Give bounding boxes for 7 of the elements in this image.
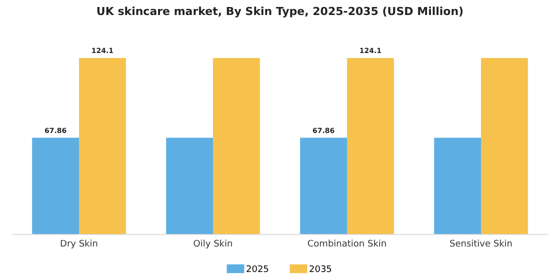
chart-title: UK skincare market, By Skin Type, 2025-2035 (USD Million): [96, 5, 464, 18]
x-tick-label: Sensitive Skin: [449, 240, 513, 250]
x-tick-label: Dry Skin: [60, 240, 98, 250]
x-tick-label: Oily Skin: [193, 240, 233, 250]
x-tick-label: Combination Skin: [307, 240, 387, 250]
legend-label: 2035: [309, 264, 332, 275]
legend-label: 2025: [246, 264, 269, 275]
